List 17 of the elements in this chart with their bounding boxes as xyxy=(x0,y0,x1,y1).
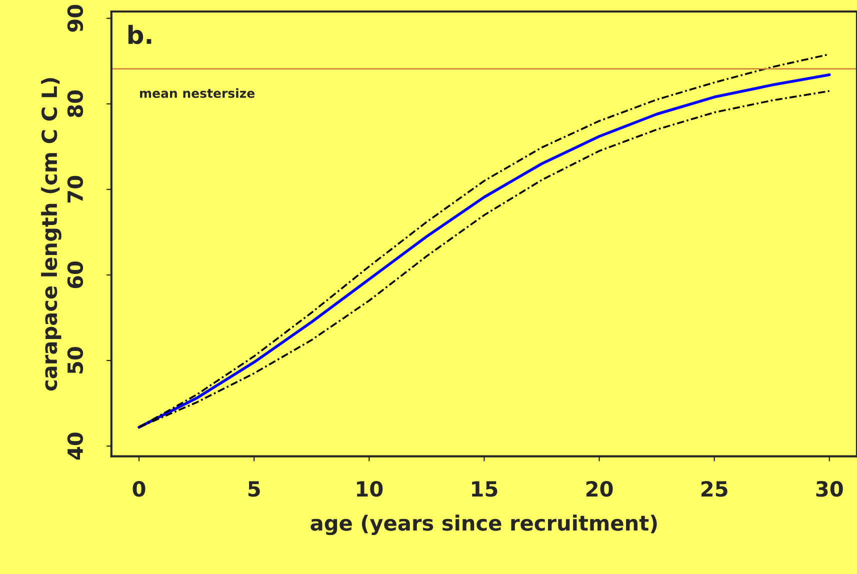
y-tick-label: 70 xyxy=(67,176,84,203)
x-axis-title: age (years since recruitment) xyxy=(310,514,657,536)
y-tick-label: 40 xyxy=(67,432,84,460)
ref-line-label: mean nestersize xyxy=(140,88,255,98)
y-tick-label: 60 xyxy=(67,261,84,288)
x-tick-label: 0 xyxy=(132,481,146,497)
y-tick-label: 80 xyxy=(67,90,84,118)
y-tick-label: 90 xyxy=(67,4,84,32)
x-tick-label: 30 xyxy=(816,481,843,497)
x-tick-label: 25 xyxy=(701,481,728,497)
y-axis-title: carapace length (cm C C L) xyxy=(41,78,62,391)
x-tick-label: 10 xyxy=(357,481,383,497)
x-tick-label: 20 xyxy=(586,481,613,497)
x-tick-label: 5 xyxy=(248,481,260,497)
x-tick-label: 15 xyxy=(472,481,498,497)
y-tick-label: 50 xyxy=(67,347,84,374)
annotation: b. xyxy=(128,24,152,44)
